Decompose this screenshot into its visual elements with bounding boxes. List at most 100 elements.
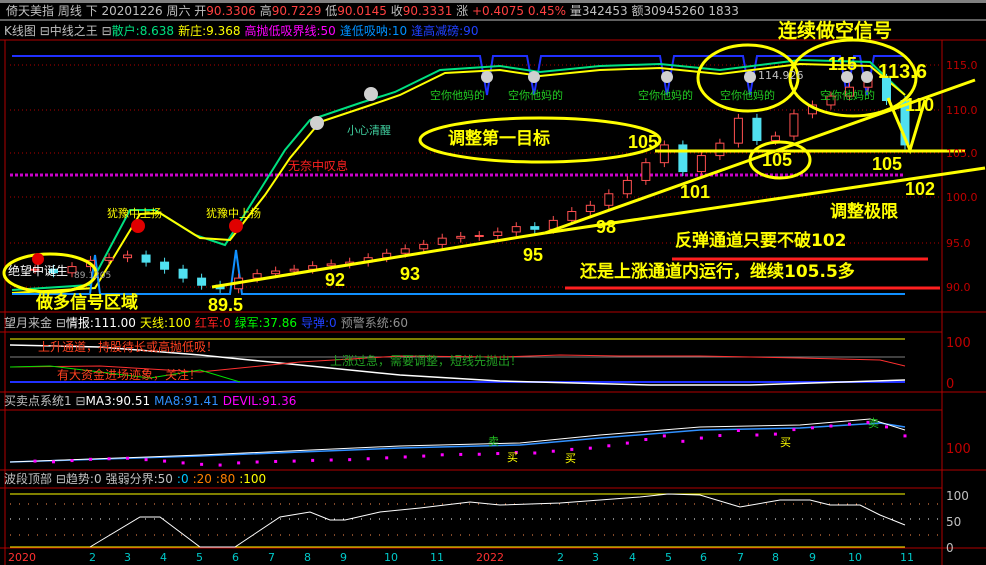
indicator-param: :100 <box>239 472 267 486</box>
indicator-param: 逢低吸呐:10 <box>339 24 408 38</box>
panel3-name[interactable]: 买卖点系统1 <box>4 394 72 408</box>
indicator-param: 情报:111.00 <box>65 316 136 330</box>
instrument-name: 倚天美指 <box>6 4 55 18</box>
main-panel-name[interactable]: K线图 <box>4 24 36 38</box>
collapse-icon[interactable]: ⊟ <box>39 24 50 38</box>
peak-value: 114.926 <box>758 69 804 82</box>
change-pct: 0.45% <box>527 4 566 18</box>
annotation-short-signal: 连续做空信号 <box>778 20 893 42</box>
annotation-uptrend: 还是上涨通道内运行，继续105.5多 <box>580 262 855 282</box>
collapse-icon[interactable]: ⊟ <box>55 472 66 486</box>
devil-marker <box>773 432 777 436</box>
candle <box>30 268 40 271</box>
devil-marker <box>625 441 629 445</box>
panel3-header: 买卖点系统1 ⊟MA3:90.51 MA8:91.41 DEVIL:91.36 <box>4 395 300 407</box>
x-month-label: 8 <box>772 551 779 564</box>
devil-marker <box>422 454 426 458</box>
indicator-param: :80 <box>215 472 236 486</box>
devil-marker <box>847 422 851 426</box>
panel2-name[interactable]: 望月来金 <box>4 316 53 330</box>
devil-marker <box>866 420 870 424</box>
sigh-label: 无奈中叹息 <box>288 159 349 173</box>
candle <box>641 162 651 181</box>
indicator-param: 导弹:0 <box>301 316 337 330</box>
devil-marker <box>699 436 703 440</box>
devil-marker <box>237 461 241 465</box>
amount-label: 额 <box>631 4 644 18</box>
indicator-name[interactable]: 中线之王 <box>49 24 98 38</box>
devil-marker <box>681 439 685 443</box>
x-month-label: 4 <box>160 551 167 564</box>
indicator-param: 新庄:9.368 <box>178 24 241 38</box>
candle <box>604 193 614 206</box>
hesitate-label: 犹豫中上扬 <box>206 207 261 220</box>
buy-signal: 买 <box>507 451 518 464</box>
candle <box>715 142 725 157</box>
devil-marker <box>755 433 759 437</box>
candle <box>271 270 281 275</box>
collapse-icon[interactable]: ⊟ <box>75 394 86 408</box>
x-month-label: 11 <box>430 551 444 564</box>
panel2-params: 情报:111.00 天线:100 红军:0 绿军:37.86 导弹:0 预警系统:60 <box>66 316 412 330</box>
devil-marker <box>903 434 907 438</box>
devil-marker <box>274 459 278 463</box>
y-tick: 50 <box>946 515 962 529</box>
y-tick: 0 <box>946 377 955 392</box>
annotation-101: 101 <box>680 182 711 202</box>
careful-label: 小心清醒 <box>347 124 391 137</box>
short-label: 空你他妈的 <box>820 89 875 102</box>
main-panel-header: K线图 ⊟中线之王 ⊟散户:8.638 新庄:9.368 高抛低吸界线:50 逢低吸呐… <box>4 25 482 37</box>
period[interactable]: 周线 <box>57 4 82 18</box>
annotation-93: 93 <box>400 264 421 284</box>
y-tick: 100 <box>946 489 969 503</box>
panel2-funds-text: 有大资金进场迹象，关注！ <box>57 368 202 382</box>
indicator-param: 强弱分界:50 <box>105 472 173 486</box>
devil-marker <box>477 452 481 456</box>
candle <box>437 237 447 245</box>
collapse-icon[interactable]: ⊟ <box>101 24 112 38</box>
x-month-label: 6 <box>232 551 239 564</box>
high-value: 90.7229 <box>271 4 322 18</box>
devil-marker <box>107 457 111 461</box>
buy-signal: 买 <box>565 452 576 465</box>
candle <box>622 179 632 195</box>
devil-marker <box>218 463 222 467</box>
direction: 下 <box>85 4 98 18</box>
devil-marker <box>385 456 389 460</box>
buy-signal: 买 <box>780 436 791 449</box>
devil-marker <box>144 458 148 462</box>
panel3-params: MA3:90.51 MA8:91.41 DEVIL:91.36 <box>86 394 301 408</box>
devil-marker <box>718 434 722 438</box>
indicator-param: 天线:100 <box>139 316 191 330</box>
sell-signal: 卖 <box>488 435 499 448</box>
indicator-param: 红军:0 <box>194 316 231 330</box>
candle <box>881 77 891 102</box>
high-label: 高 <box>259 4 272 18</box>
candle <box>530 226 540 230</box>
devil-marker <box>644 438 648 441</box>
panel4-name[interactable]: 波段顶部 <box>4 472 53 486</box>
volume-value: 342453 <box>581 4 628 18</box>
devil-marker <box>459 452 463 456</box>
candle <box>659 144 669 164</box>
devil-marker <box>181 461 185 465</box>
candle <box>456 235 466 239</box>
x-year-label: 2022 <box>476 551 504 564</box>
hesitate-label: 犹豫中上扬 <box>107 207 162 220</box>
devil-marker <box>329 458 333 462</box>
signal-face-icons <box>32 71 873 265</box>
collapse-icon[interactable]: ⊟ <box>55 316 66 330</box>
candle <box>474 234 484 237</box>
annotation-92: 92 <box>325 270 346 290</box>
x-month-label: 2 <box>89 551 96 564</box>
devil-marker <box>292 459 296 463</box>
annotation-rebound: 反弹通道只要不破102 <box>675 231 847 251</box>
annotation-95: 95 <box>523 245 544 265</box>
indicator-param: 高抛低吸界线:50 <box>244 24 336 38</box>
x-month-label: 6 <box>700 551 707 564</box>
x-month-label: 2 <box>557 551 564 564</box>
indicator-param: 散户:8.638 <box>111 24 175 38</box>
low-value: 90.0145 <box>337 4 387 18</box>
candle <box>493 231 503 236</box>
indicator-param: 绿军:37.86 <box>234 316 297 330</box>
